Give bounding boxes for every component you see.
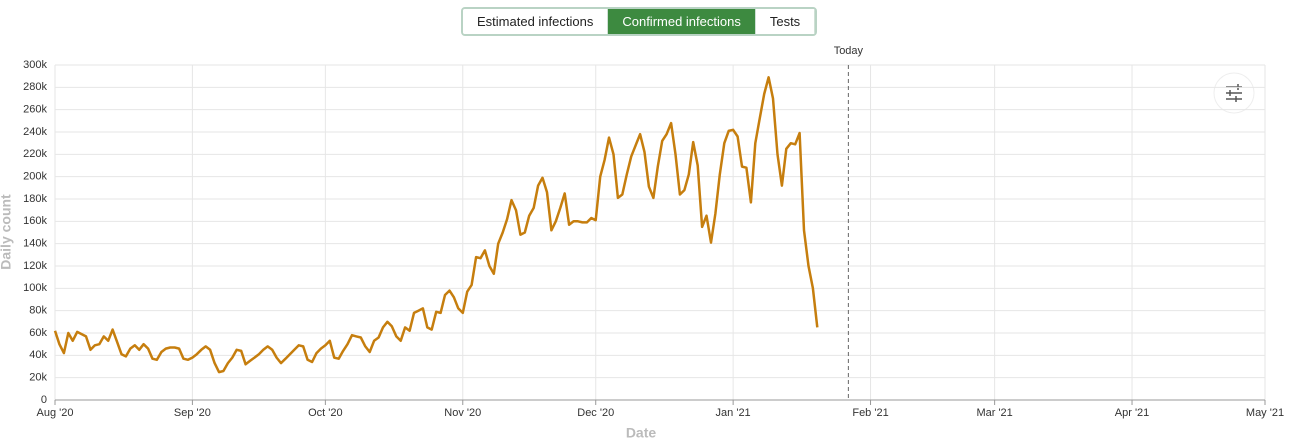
y-tick-label: 80k	[29, 305, 47, 317]
y-tick-label: 160k	[23, 215, 47, 227]
y-tick-label: 0	[41, 394, 47, 406]
x-tick-label: Jan '21	[716, 407, 751, 419]
data-line	[53, 76, 819, 374]
y-tick-label: 40k	[29, 349, 47, 361]
x-tick-label: Sep '20	[174, 407, 211, 419]
y-axis-title: Daily count	[0, 194, 14, 270]
y-tick-label: 100k	[23, 282, 47, 294]
tab-group: Estimated infections Confirmed infections…	[461, 7, 818, 36]
x-tick-label: Nov '20	[444, 407, 481, 419]
x-tick-label: Mar '21	[976, 407, 1012, 419]
x-tick-label: Feb '21	[852, 407, 888, 419]
settings-icon	[1226, 84, 1242, 102]
today-label: Today	[834, 45, 864, 57]
x-axis-title: Date	[626, 425, 657, 438]
x-tick-label: Aug '20	[37, 407, 74, 419]
settings-button[interactable]	[1213, 72, 1255, 114]
y-tick-label: 220k	[23, 148, 47, 160]
x-tick-label: Apr '21	[1115, 407, 1150, 419]
y-tick-label: 180k	[23, 193, 47, 205]
y-tick-label: 200k	[23, 171, 47, 183]
y-tick-label: 20k	[29, 372, 47, 384]
tab[interactable]: Tests	[755, 9, 816, 34]
y-tick-label: 140k	[23, 238, 47, 250]
y-tick-label: 300k	[23, 59, 47, 71]
tab[interactable]: Confirmed infections	[608, 9, 756, 34]
x-tick-label: May '21	[1246, 407, 1284, 419]
y-tick-label: 120k	[23, 260, 47, 272]
y-tick-label: 280k	[23, 81, 47, 93]
y-tick-label: 260k	[23, 104, 47, 116]
x-tick-label: Dec '20	[577, 407, 614, 419]
y-tick-label: 60k	[29, 327, 47, 339]
y-tick-label: 240k	[23, 126, 47, 138]
tab[interactable]: Estimated infections	[463, 9, 609, 34]
x-tick-label: Oct '20	[308, 407, 343, 419]
